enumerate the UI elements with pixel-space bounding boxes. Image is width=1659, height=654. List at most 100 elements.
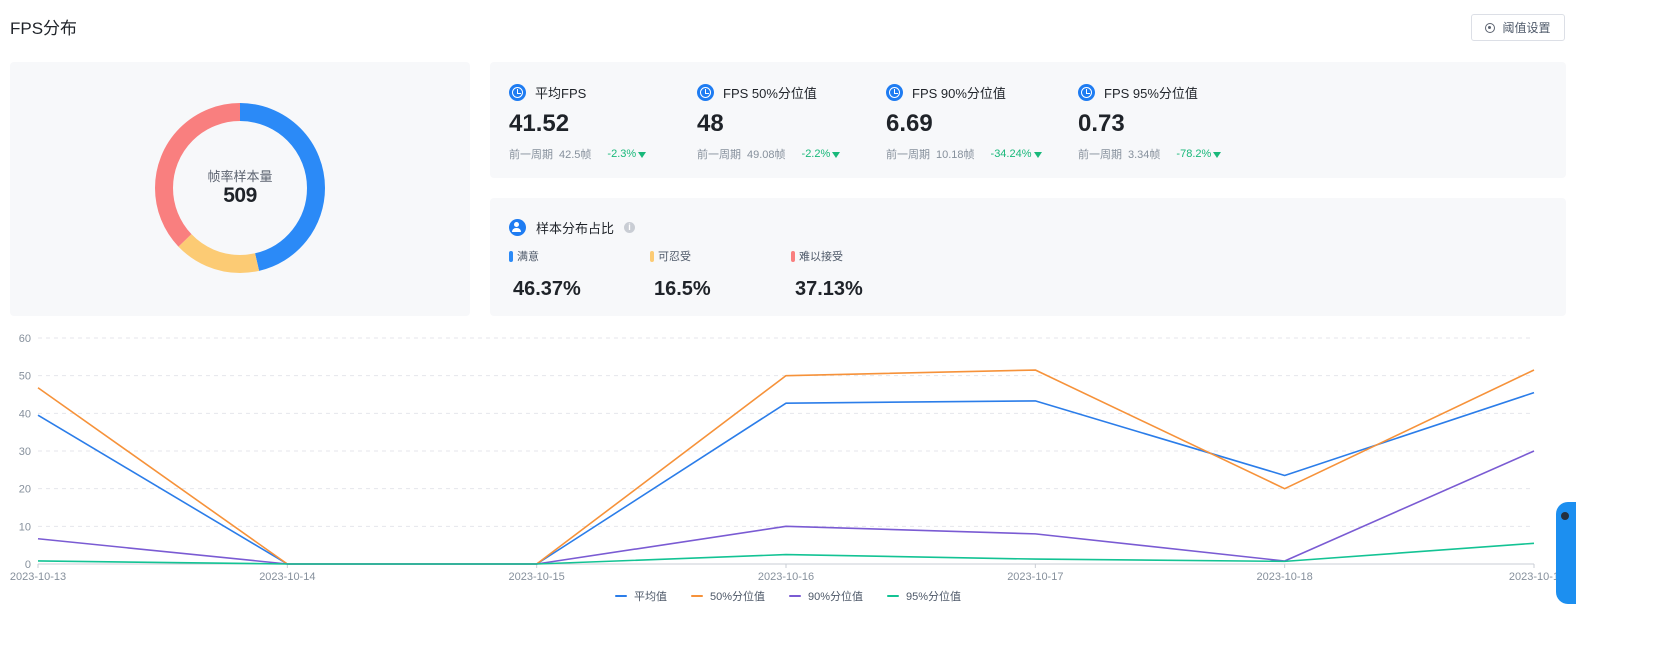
users-icon <box>509 219 526 236</box>
fps-metrics-panel: 平均FPS 41.52 前一周期 42.5帧 -2.3% FPS 50%分位值 48… <box>490 62 1566 178</box>
distribution-label: 可忍受 <box>658 251 691 263</box>
clock-icon <box>1078 84 1095 101</box>
data-point[interactable] <box>1283 473 1287 477</box>
legend-swatch <box>887 595 900 597</box>
arrow-down-icon <box>638 152 647 158</box>
data-point[interactable] <box>1532 449 1536 453</box>
threshold-settings-button[interactable]: 阈值设置 <box>1471 14 1565 41</box>
data-point[interactable] <box>1033 399 1037 403</box>
y-tick-label: 40 <box>19 408 31 420</box>
distribution-title: 样本分布占比 <box>536 221 615 236</box>
legend-label: 50%分位值 <box>709 591 765 603</box>
data-point[interactable] <box>784 524 788 528</box>
data-point[interactable] <box>784 401 788 405</box>
arrow-down-icon <box>1213 152 1222 158</box>
page-title: FPS分布 <box>10 19 78 38</box>
chart-legend: 平均值 50%分位值 90%分位值 95%分位值 <box>0 588 1576 604</box>
data-point[interactable] <box>784 553 788 557</box>
metric-prev-value: 3.34帧 <box>1128 149 1161 161</box>
data-point[interactable] <box>1532 391 1536 395</box>
sample-distribution-panel: 样本分布占比 i 满意 46.37% 可忍受 16.5% 难以接受 37.13% <box>490 198 1566 316</box>
color-marker <box>791 250 795 262</box>
clock-icon <box>697 84 714 101</box>
x-tick-label: 2023-10-16 <box>758 571 814 583</box>
side-float-button[interactable] <box>1556 502 1576 604</box>
y-tick-label: 20 <box>19 484 31 496</box>
metric-prev-label: 前一周期 <box>509 149 553 161</box>
legend-item[interactable]: 平均值 <box>614 588 667 604</box>
data-point[interactable] <box>36 386 40 390</box>
y-tick-label: 0 <box>25 559 31 571</box>
legend-label: 90%分位值 <box>807 591 864 603</box>
metric-change: -2.3% <box>607 148 637 160</box>
data-point[interactable] <box>1283 559 1287 563</box>
info-icon[interactable]: i <box>624 222 636 233</box>
threshold-settings-label: 阈值设置 <box>1502 21 1551 35</box>
sample-donut-chart <box>155 103 325 273</box>
metric-change: -34.24% <box>990 148 1032 160</box>
data-point[interactable] <box>535 562 539 566</box>
data-point[interactable] <box>784 374 788 378</box>
data-point[interactable] <box>36 559 40 563</box>
metric-prev-label: 前一周期 <box>697 149 741 161</box>
metric-avg-fps: 平均FPS 41.52 前一周期 42.5帧 -2.3% <box>490 62 690 178</box>
donut-slice-1[interactable] <box>155 103 325 273</box>
distribution-label: 满意 <box>517 251 539 263</box>
distribution-value: 37.13% <box>795 278 863 300</box>
y-tick-label: 30 <box>19 446 31 458</box>
donut-slice-2[interactable] <box>155 103 325 273</box>
x-tick-label: 2023-10-17 <box>1007 571 1063 583</box>
distribution-item-unacceptable: 难以接受 37.13% <box>791 248 863 300</box>
metric-title: FPS 90%分位值 <box>912 86 1006 101</box>
metric-prev-value: 10.18帧 <box>936 149 975 161</box>
legend-label: 平均值 <box>633 591 667 603</box>
y-tick-label: 60 <box>19 333 31 345</box>
metric-value: 0.73 <box>1078 110 1125 137</box>
metric-change: -78.2% <box>1176 148 1212 160</box>
clock-icon <box>509 84 526 101</box>
data-point[interactable] <box>1283 487 1287 491</box>
arrow-down-icon <box>832 152 841 158</box>
y-tick-label: 50 <box>19 371 31 383</box>
legend-swatch <box>788 595 801 597</box>
x-tick-label: 2023-10-14 <box>259 571 315 583</box>
series-line-3[interactable] <box>37 542 1535 565</box>
data-point[interactable] <box>36 413 40 417</box>
distribution-value: 46.37% <box>513 278 581 300</box>
data-point[interactable] <box>1033 532 1037 536</box>
x-tick-label: 2023-10-1 <box>1509 571 1559 583</box>
legend-item[interactable]: 90%分位值 <box>788 588 864 604</box>
metric-prev-value: 49.08帧 <box>747 149 786 161</box>
metric-prev-label: 前一周期 <box>886 149 930 161</box>
data-point[interactable] <box>1532 368 1536 372</box>
metric-fps-p90: FPS 90%分位值 6.69 前一周期 10.18帧 -34.24% <box>867 62 1067 178</box>
arrow-down-icon <box>1033 152 1042 158</box>
target-icon <box>1485 22 1496 33</box>
metric-title: FPS 50%分位值 <box>723 86 817 101</box>
data-point[interactable] <box>1033 557 1037 561</box>
legend-swatch <box>690 595 703 597</box>
metric-fps-p50: FPS 50%分位值 48 前一周期 49.08帧 -2.2% <box>678 62 878 178</box>
metric-value: 48 <box>697 110 724 137</box>
legend-item[interactable]: 95%分位值 <box>887 588 961 604</box>
metric-fps-p95: FPS 95%分位值 0.73 前一周期 3.34帧 -78.2% <box>1059 62 1259 178</box>
legend-item[interactable]: 50%分位值 <box>690 588 765 604</box>
metric-prev-value: 42.5帧 <box>559 149 592 161</box>
metric-title: FPS 95%分位值 <box>1104 86 1198 101</box>
sample-donut-panel: 帧率样本量 509 <box>10 62 470 316</box>
data-point[interactable] <box>36 537 40 541</box>
data-point[interactable] <box>1033 368 1037 372</box>
metric-value: 6.69 <box>886 110 933 137</box>
series-line-0[interactable] <box>37 391 1535 565</box>
data-point[interactable] <box>285 562 289 566</box>
donut-total: 509 <box>223 184 257 207</box>
legend-label: 95%分位值 <box>906 591 962 603</box>
legend-swatch <box>614 595 627 597</box>
fps-trend-chart: 0 10 20 30 40 50 60 2023-10-13 2023-10-14 2023-10… <box>10 333 1559 583</box>
metric-change: -2.2% <box>801 148 831 160</box>
distribution-value: 16.5% <box>654 278 711 300</box>
x-tick-label: 2023-10-13 <box>10 571 66 583</box>
data-point[interactable] <box>1532 541 1536 545</box>
distribution-item-satisfied: 满意 46.37% <box>509 248 581 300</box>
y-tick-label: 10 <box>19 521 31 533</box>
